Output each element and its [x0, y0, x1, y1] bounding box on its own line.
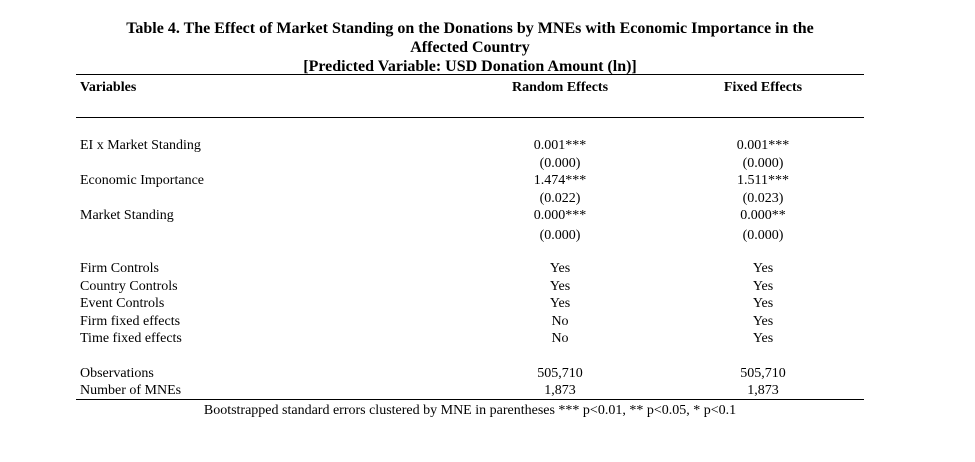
random-effects-value: No — [551, 314, 569, 329]
header-fixed-effects: Fixed Effects — [723, 80, 803, 95]
fixed-effects-value: 1,873 — [747, 383, 779, 398]
row-label: Market Standing — [80, 208, 174, 223]
row-label: Economic Importance — [80, 173, 205, 188]
fixed-effects-se: (0.000) — [742, 156, 784, 171]
title-line-3: [Predicted Variable: USD Donation Amount… — [303, 58, 637, 75]
header-random-effects: Random Effects — [511, 80, 609, 95]
fixed-effects-value: Yes — [752, 261, 774, 276]
random-effects-value: Yes — [549, 261, 571, 276]
header-rule — [76, 117, 864, 118]
header-variables: Variables — [80, 80, 137, 95]
random-effects-value: 505,710 — [537, 366, 583, 381]
random-effects-se: (0.000) — [539, 228, 581, 243]
row-label: Time fixed effects — [80, 331, 182, 346]
row-label: Country Controls — [80, 279, 178, 294]
fixed-effects-value: Yes — [752, 279, 774, 294]
row-label: Firm fixed effects — [80, 314, 181, 329]
fixed-effects-coef: 0.001*** — [736, 138, 790, 153]
random-effects-coef: 0.001*** — [533, 138, 587, 153]
random-effects-coef: 1.474*** — [533, 173, 587, 188]
fixed-effects-value: 505,710 — [740, 366, 786, 381]
random-effects-value: Yes — [549, 296, 571, 311]
random-effects-value: No — [551, 331, 569, 346]
random-effects-value: Yes — [549, 279, 571, 294]
fixed-effects-coef: 1.511*** — [737, 173, 789, 188]
random-effects-se: (0.022) — [539, 191, 581, 206]
fixed-effects-se: (0.023) — [742, 191, 784, 206]
top-rule — [76, 74, 864, 75]
title-line-2: Affected Country — [410, 39, 530, 56]
random-effects-se: (0.000) — [539, 156, 581, 171]
fixed-effects-coef: 0.000** — [740, 208, 786, 223]
table-footnote: Bootstrapped standard errors clustered b… — [203, 403, 737, 418]
fixed-effects-value: Yes — [752, 296, 774, 311]
row-label: Event Controls — [80, 296, 165, 311]
title-line-1: Table 4. The Effect of Market Standing o… — [126, 20, 814, 37]
fixed-effects-se: (0.000) — [742, 228, 784, 243]
fixed-effects-value: Yes — [752, 314, 774, 329]
random-effects-value: 1,873 — [544, 383, 576, 398]
bottom-rule — [76, 399, 864, 400]
row-label: Number of MNEs — [80, 383, 182, 398]
random-effects-coef: 0.000*** — [533, 208, 587, 223]
row-label: Observations — [80, 366, 154, 381]
row-label: EI x Market Standing — [80, 138, 201, 153]
row-label: Firm Controls — [80, 261, 159, 276]
fixed-effects-value: Yes — [752, 331, 774, 346]
